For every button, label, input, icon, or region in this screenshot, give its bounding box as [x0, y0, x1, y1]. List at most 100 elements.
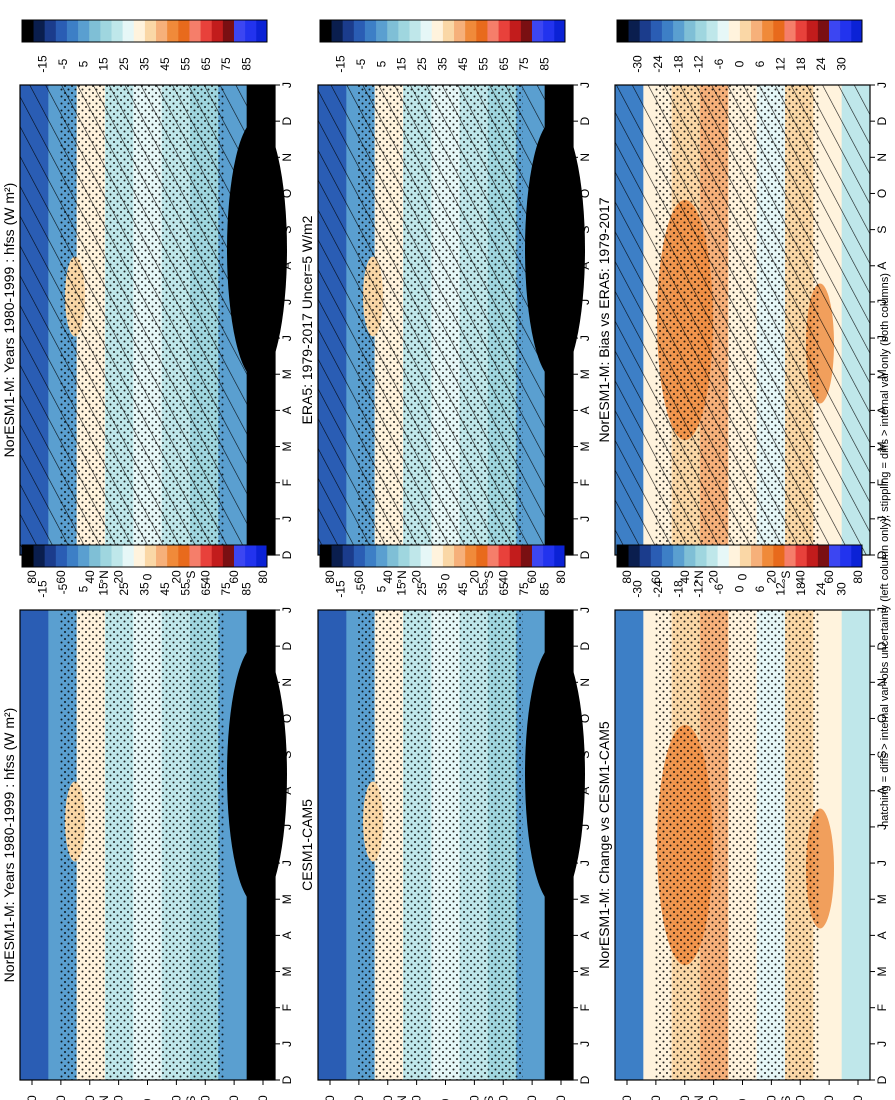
x-tick-label: A [875, 931, 889, 939]
x-tick-label: J [578, 516, 592, 522]
colorbar-segment [706, 545, 718, 567]
colorbar-tick-label: 45 [158, 582, 172, 596]
y-tick-label: 60 [822, 1095, 836, 1100]
colorbar-segment [397, 545, 410, 567]
colorbar-tick-label: 25 [415, 582, 429, 596]
y-tick-label: 80 [256, 1095, 270, 1100]
y-tick-label: 20 [467, 570, 481, 584]
x-tick-label: A [578, 931, 592, 939]
y-tick-label: 40 [793, 1095, 807, 1100]
panel-title: CESM1-CAM5 [299, 799, 315, 891]
y-tick-label: 40 [381, 570, 395, 584]
colorbar-segment [464, 545, 477, 567]
colorbar-tick-label: 24 [814, 57, 828, 71]
colorbar-segment [728, 20, 740, 42]
y-tick-label: 0 [439, 1098, 453, 1100]
y-tick-label: 20 [764, 1095, 778, 1100]
x-tick-label: J [875, 82, 889, 88]
colorbar-segment [650, 545, 662, 567]
colorbar-tick-label: 5 [76, 585, 90, 592]
hemisphere-label: °N [97, 1095, 111, 1100]
y-tick-label: 60 [649, 570, 663, 584]
hemisphere-label: °N [395, 570, 409, 583]
colorbar-segment [200, 20, 212, 42]
x-tick-label: A [280, 787, 294, 795]
x-tick-label: J [280, 1041, 294, 1047]
colorbar-tick-label: -30 [630, 580, 644, 598]
field-band [615, 610, 644, 1080]
y-tick-label: 60 [54, 570, 68, 584]
x-tick-label: A [578, 406, 592, 414]
colorbar-tick-label: 45 [456, 57, 470, 71]
y-tick-label: 80 [851, 570, 865, 584]
colorbar-segment [498, 20, 510, 42]
x-tick-label: A [280, 406, 294, 414]
x-tick-label: N [578, 678, 592, 687]
colorbar-segment [487, 545, 499, 567]
colorbar-segment [189, 545, 201, 567]
y-tick-label: 40 [496, 570, 510, 584]
x-tick-label: J [875, 335, 889, 341]
field-max-region [227, 644, 287, 905]
colorbar-segment [553, 545, 566, 567]
hemisphere-label: °S [779, 571, 793, 584]
hemisphere-label: °S [779, 1096, 793, 1100]
colorbar-tick-label: 0 [733, 585, 747, 592]
colorbar-segment [442, 545, 455, 567]
x-tick-label: J [875, 824, 889, 830]
colorbar-frame [319, 544, 566, 568]
x-tick-label: M [280, 369, 294, 379]
colorbar-tick-label: 65 [497, 582, 511, 596]
colorbar-tick-label: -5 [354, 58, 368, 69]
y-tick-label: 40 [496, 1095, 510, 1100]
colorbar-tick-label: -5 [354, 583, 368, 594]
y-tick-label: 60 [227, 570, 241, 584]
colorbar-segment [364, 545, 377, 567]
hemisphere-label: °N [692, 570, 706, 583]
colorbar-segment [750, 545, 763, 567]
y-tick-label: 80 [25, 1095, 39, 1100]
colorbar-segment [155, 20, 168, 42]
hemisphere-label: °S [184, 571, 198, 584]
colorbar-segment [233, 20, 246, 42]
x-tick-label: D [280, 116, 294, 125]
colorbar-segment [133, 20, 145, 42]
colorbar-tick-label: 35 [436, 582, 450, 596]
colorbar-tick-label: 75 [517, 57, 531, 71]
colorbar-segment [177, 545, 190, 567]
hemisphere-label: °N [395, 1095, 409, 1100]
x-tick-label: D [280, 550, 294, 559]
colorbar-segment [772, 20, 785, 42]
colorbar-segment [166, 545, 179, 567]
panel-0: NorESM1-M: Years 1980-1999 : hfss (W m²)… [1, 19, 294, 584]
colorbar-tick-label: -24 [651, 580, 665, 598]
colorbar-tick-label: -6 [712, 583, 726, 594]
colorbar-segment [144, 545, 157, 567]
x-tick-label: F [578, 479, 592, 486]
y-tick-label: 40 [793, 570, 807, 584]
colorbar-segment [44, 545, 56, 567]
x-tick-label: M [875, 442, 889, 452]
y-tick-label: 80 [25, 570, 39, 584]
panel-3: CESM1-CAM5DJFMAMJJASONDJ8060402002040608… [299, 544, 592, 1100]
colorbar-segment [498, 545, 510, 567]
colorbar-segment [453, 20, 466, 42]
colorbar-segment [222, 545, 234, 567]
x-tick-label: J [578, 82, 592, 88]
colorbar-frame [319, 19, 566, 43]
field-max-region [525, 644, 585, 905]
colorbar-tick-label: 45 [158, 57, 172, 71]
colorbar-tick-label: -12 [692, 580, 706, 598]
colorbar-tick-label: 5 [374, 60, 388, 67]
y-tick-label: 60 [352, 1095, 366, 1100]
x-tick-label: J [280, 516, 294, 522]
colorbar-segment [531, 545, 544, 567]
y-tick-label: 20 [112, 570, 126, 584]
colorbar-segment [409, 545, 421, 567]
hemisphere-label: °N [692, 1095, 706, 1100]
y-tick-label: 0 [439, 573, 453, 580]
y-tick-label: 20 [764, 570, 778, 584]
x-tick-label: M [578, 967, 592, 977]
y-tick-label: 0 [736, 573, 750, 580]
colorbar-segment [828, 545, 841, 567]
